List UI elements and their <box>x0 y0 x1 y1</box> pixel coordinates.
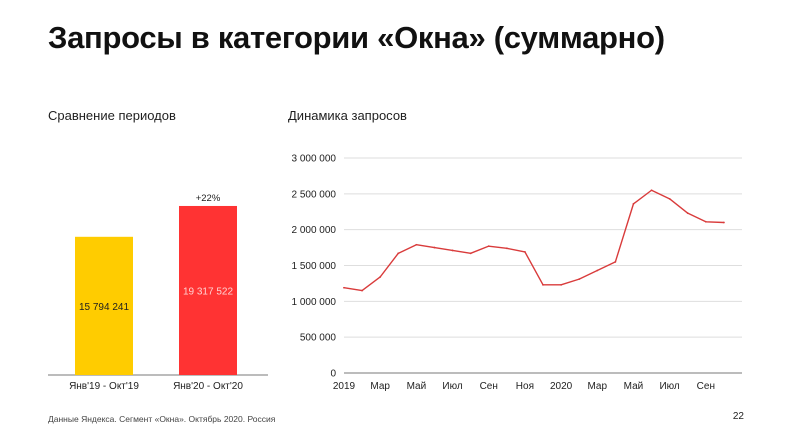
line-point-5 <box>415 243 418 246</box>
line-x-tick-label-7: Мар <box>587 381 607 392</box>
bar-annotation-1: +22% <box>196 193 221 204</box>
line-point-6 <box>433 246 436 249</box>
source-note: Данные Яндекса. Сегмент «Окна». Октябрь … <box>48 414 276 424</box>
line-y-tick-label-6: 3 000 000 <box>292 154 337 165</box>
line-point-13 <box>560 283 562 286</box>
line-x-tick-label-3: Июл <box>442 381 462 392</box>
line-point-2 <box>361 289 363 292</box>
line-point-9 <box>487 245 490 248</box>
bar-1 <box>75 236 133 375</box>
line-point-17 <box>632 202 635 205</box>
line-y-tick-label-4: 2 000 000 <box>292 225 337 236</box>
line-x-tick-label-0: 2019 <box>333 381 356 392</box>
line-point-3 <box>379 276 382 278</box>
bar-category-label-2: Янв'20 - Окт'20 <box>173 381 243 392</box>
line-x-tick-label-8: Май <box>624 381 644 392</box>
line-y-tick-label-1: 500 000 <box>300 333 337 344</box>
requests-dynamics-line-chart: 0 500 000 1 000 000 1 500 000 2 000 000 2 500… <box>292 154 742 392</box>
line-point-4 <box>397 252 400 255</box>
page-number: 22 <box>732 411 744 422</box>
line-x-tick-label-1: Мар <box>370 381 390 392</box>
line-x-tick-label-5: Ноя <box>516 381 534 392</box>
line-point-15 <box>596 269 599 272</box>
line-point-20 <box>686 212 689 215</box>
line-point-8 <box>469 252 472 255</box>
page-title: Запросы в категории «Окна» (суммарно) <box>48 20 665 55</box>
line-point-14 <box>578 278 581 281</box>
line-point-7 <box>451 249 454 252</box>
line-point-10 <box>505 247 508 250</box>
line-x-tick-label-10: Сен <box>697 381 715 392</box>
line-y-tick-label-5: 2 500 000 <box>292 189 337 200</box>
line-x-tick-label-6: 2020 <box>550 381 573 392</box>
bar-category-label-1: Янв'19 - Окт'19 <box>69 381 139 392</box>
line-point-16 <box>614 261 617 263</box>
line-point-18 <box>650 189 653 192</box>
line-point-21 <box>704 220 707 223</box>
line-chart-title: Динамика запросов <box>288 108 407 123</box>
line-y-tick-label-2: 1 000 000 <box>292 297 337 308</box>
line-series-1 <box>343 189 725 292</box>
bar-2 <box>179 205 237 375</box>
line-point-19 <box>668 197 671 200</box>
line-y-tick-label-3: 1 500 000 <box>292 261 337 272</box>
bar-value-label-1: 15 794 241 <box>79 302 129 313</box>
line-point-11 <box>524 250 526 253</box>
line-point-12 <box>542 283 544 286</box>
line-x-tick-label-9: Июл <box>659 381 679 392</box>
line-y-tick-label-0: 0 <box>330 369 336 380</box>
bar-chart-title: Сравнение периодов <box>48 108 176 123</box>
line-point-22 <box>723 221 725 224</box>
line-point-1 <box>343 286 345 289</box>
period-comparison-bar-chart: 15 794 241 Янв'19 - Окт'19 19 317 522 Янв'2… <box>48 193 268 392</box>
line-x-tick-label-4: Сен <box>480 381 498 392</box>
line-x-tick-label-2: Май <box>407 381 427 392</box>
bar-value-label-2: 19 317 522 <box>183 286 233 297</box>
